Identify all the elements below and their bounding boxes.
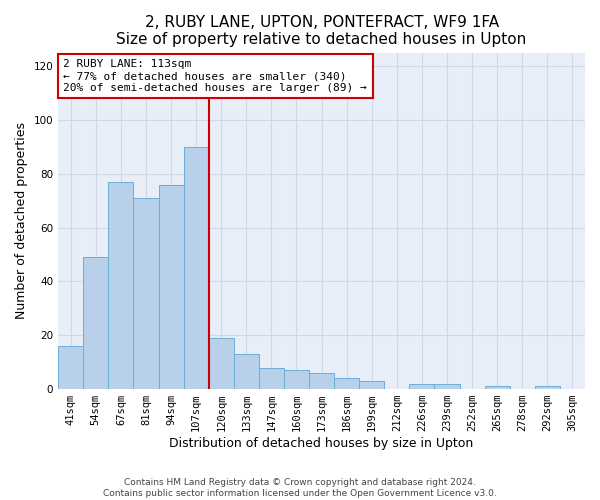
Bar [485, 386, 510, 389]
Bar [259, 368, 284, 389]
Bar [234, 354, 259, 389]
Bar [284, 370, 309, 389]
Bar [359, 381, 385, 389]
Bar [158, 184, 184, 389]
Text: Contains HM Land Registry data © Crown copyright and database right 2024.
Contai: Contains HM Land Registry data © Crown c… [103, 478, 497, 498]
Bar [309, 373, 334, 389]
Bar [409, 384, 434, 389]
Bar [434, 384, 460, 389]
Bar [535, 386, 560, 389]
Bar [334, 378, 359, 389]
Bar [209, 338, 234, 389]
Text: 2 RUBY LANE: 113sqm
← 77% of detached houses are smaller (340)
20% of semi-detac: 2 RUBY LANE: 113sqm ← 77% of detached ho… [64, 60, 367, 92]
X-axis label: Distribution of detached houses by size in Upton: Distribution of detached houses by size … [169, 437, 474, 450]
Bar [83, 257, 109, 389]
Bar [133, 198, 158, 389]
Bar [184, 147, 209, 389]
Bar [109, 182, 133, 389]
Y-axis label: Number of detached properties: Number of detached properties [15, 122, 28, 320]
Title: 2, RUBY LANE, UPTON, PONTEFRACT, WF9 1FA
Size of property relative to detached h: 2, RUBY LANE, UPTON, PONTEFRACT, WF9 1FA… [116, 15, 527, 48]
Bar [58, 346, 83, 389]
